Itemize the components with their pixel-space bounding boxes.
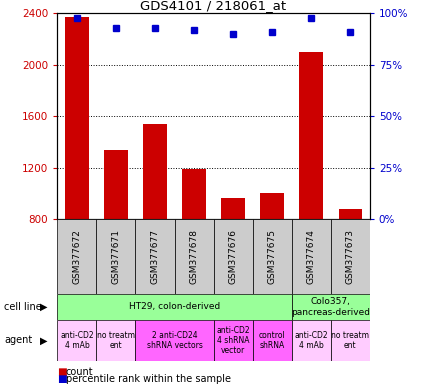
Bar [292,219,331,294]
Bar [213,320,252,361]
Bar [261,193,284,322]
Text: no treatm
ent: no treatm ent [97,331,135,350]
Text: cell line: cell line [4,302,42,312]
Text: count: count [66,367,94,377]
Text: GSM377671: GSM377671 [111,229,120,284]
Text: GSM377678: GSM377678 [190,229,198,284]
Bar [292,320,331,361]
Bar [292,294,370,320]
Text: anti-CD2
4 mAb: anti-CD2 4 mAb [295,331,328,350]
Bar [104,149,128,322]
Bar [252,219,292,294]
Bar [136,219,175,294]
Bar [96,320,136,361]
Text: GSM377676: GSM377676 [229,229,238,284]
Text: ■: ■ [57,367,67,377]
Bar [57,294,292,320]
Bar [252,320,292,361]
Text: anti-CD2
4 mAb: anti-CD2 4 mAb [60,331,94,350]
Bar [65,17,88,322]
Bar [331,320,370,361]
Text: percentile rank within the sample: percentile rank within the sample [66,374,231,384]
Bar [143,124,167,322]
Bar [338,209,362,322]
Text: HT29, colon-derived: HT29, colon-derived [129,302,220,311]
Text: GSM377673: GSM377673 [346,229,355,284]
Bar [57,219,96,294]
Text: ■: ■ [57,374,67,384]
Bar [221,198,245,322]
Title: GDS4101 / 218061_at: GDS4101 / 218061_at [141,0,286,12]
Text: GSM377672: GSM377672 [72,229,82,284]
Text: GSM377674: GSM377674 [307,229,316,284]
Text: agent: agent [4,335,32,346]
Text: GSM377675: GSM377675 [268,229,277,284]
Text: anti-CD2
4 shRNA
vector: anti-CD2 4 shRNA vector [216,326,250,355]
Bar [300,52,323,322]
Bar [136,320,213,361]
Text: Colo357,
pancreas-derived: Colo357, pancreas-derived [291,297,370,316]
Bar [331,219,370,294]
Text: control
shRNA: control shRNA [259,331,286,350]
Bar [213,219,252,294]
Bar [175,219,213,294]
Text: GSM377677: GSM377677 [150,229,159,284]
Bar [96,219,136,294]
Bar [182,169,206,322]
Text: no treatm
ent: no treatm ent [331,331,369,350]
Text: 2 anti-CD24
shRNA vectors: 2 anti-CD24 shRNA vectors [147,331,202,350]
Bar [57,320,96,361]
Text: ▶: ▶ [40,335,48,346]
Text: ▶: ▶ [40,302,48,312]
